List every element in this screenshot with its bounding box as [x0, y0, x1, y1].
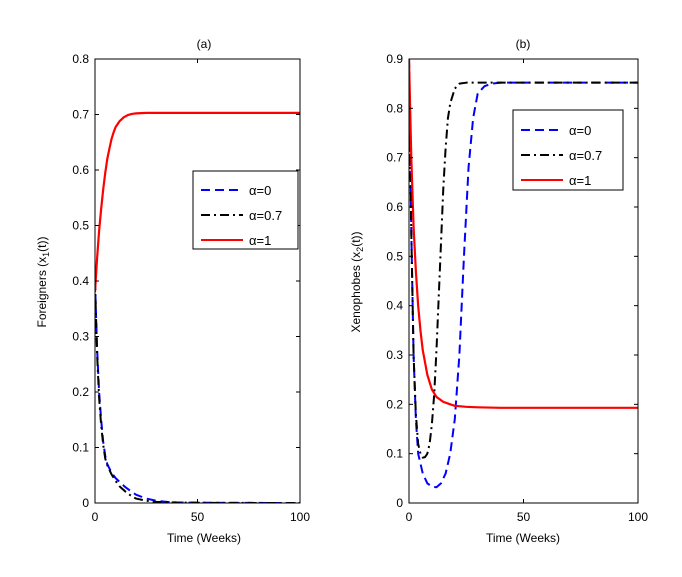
panel-a-y-tick-label: 0.7 — [72, 108, 89, 122]
panel-b-series-line-1 — [409, 59, 638, 459]
panel-a-legend: α=0 α=0.7 α=1 — [192, 170, 299, 250]
panel-a-y-tick-label: 0.4 — [72, 274, 89, 288]
panel-b-axes-box — [408, 58, 639, 504]
panel-a-title: (a) — [197, 37, 212, 51]
panel-a-y-tick-label: 0 — [82, 496, 89, 510]
panel-b-y-tick-label: 0.1 — [386, 447, 403, 461]
panel-a-y-tick-label: 0.8 — [72, 52, 89, 66]
panel-b-y-tick-label: 0 — [396, 496, 403, 510]
panel-b-x-tick-label: 0 — [406, 510, 413, 524]
panel-b-y-tick-label: 0.2 — [386, 397, 403, 411]
panel-a-plot: 00.10.20.30.40.50.60.70.80 50 100α=0α=0.7α… — [72, 52, 310, 524]
panel-a-axes-box — [94, 58, 301, 504]
panel-a-x-axis-label: Time (Weeks) — [167, 531, 241, 545]
panel-a-y-tick-label: 0.2 — [72, 385, 89, 399]
panel-a-y-axis-label-sub: 1 — [41, 252, 51, 257]
panel-a-x-tick-label: 100 — [290, 510, 310, 524]
panel-a-series-group — [95, 111, 300, 503]
panel-b-legend-label-0: α=0 — [569, 123, 591, 138]
panel-b-y-tick-label: 0.7 — [386, 151, 403, 165]
panel-a-series-line-2 — [95, 111, 300, 293]
panel-b-legend-box — [512, 109, 624, 191]
panel-a-y-tick-label: 0.3 — [72, 330, 89, 344]
panel-b-y-axis-label: Xenophobes (x2(t)) — [349, 231, 365, 332]
panel-b-series-group — [409, 59, 638, 489]
panel-b-y-axis-label-sub: 2 — [355, 247, 365, 252]
panel-a-y-axis-label-tail: (t)) — [35, 236, 49, 251]
panel-b-y-tick-label: 0.8 — [386, 101, 403, 115]
panel-b-plot: 00.10.20.30.40.50.60.70.80.90 50 100α=0α=0… — [386, 52, 648, 524]
panel-b-legend-label-1: α=0.7 — [569, 148, 602, 163]
panel-a-y-tick-label: 0.5 — [72, 219, 89, 233]
panel-b-x-axis-label: Time (Weeks) — [486, 531, 560, 545]
panel-b-y-tick-label: 0.9 — [386, 52, 403, 66]
panel-a-y-axis-label: Foreigners (x1(t)) — [35, 236, 51, 327]
panel-a-x-tick-label: 0 — [92, 510, 99, 524]
panel-b-y-tick-label: 0.6 — [386, 200, 403, 214]
panel-a-x-tick-label: 50 — [191, 510, 205, 524]
panel-b: (b) 0 0.1 0.2 0.3 0.4 0.5 0.6 0.7 0.8 0.9 0 50 100 α=… — [349, 37, 648, 545]
panel-a-y-tick-label: 0.6 — [72, 163, 89, 177]
panel-b-title: (b) — [516, 37, 531, 51]
panel-b-legend-label-2: α=1 — [569, 173, 591, 188]
panel-a: (a) 00.10.20.30.40.50.60.70.80 50 100α=0α=… — [35, 37, 310, 545]
panel-b-y-tick-label: 0.5 — [386, 249, 403, 263]
panel-b-y-tick-label: 0.4 — [386, 299, 403, 313]
panel-b-y-tick-label: 0.3 — [386, 348, 403, 362]
panel-a-legend-label-0: α=0 — [249, 183, 271, 198]
panel-a-legend-label-2: α=1 — [249, 233, 271, 248]
panel-a-series-line-1 — [95, 280, 300, 503]
panel-b-legend: α=0 α=0.7 α=1 — [512, 109, 624, 191]
panel-a-legend-label-1: α=0.7 — [249, 208, 282, 223]
panel-b-y-axis-label-tail: (t)) — [349, 231, 363, 246]
panel-b-x-tick-label: 100 — [628, 510, 648, 524]
panel-a-legend-box — [192, 170, 299, 250]
panel-b-series-line-2 — [409, 59, 638, 409]
panel-a-y-tick-label: 0.1 — [72, 441, 89, 455]
panel-b-x-tick-label: 50 — [517, 510, 531, 524]
